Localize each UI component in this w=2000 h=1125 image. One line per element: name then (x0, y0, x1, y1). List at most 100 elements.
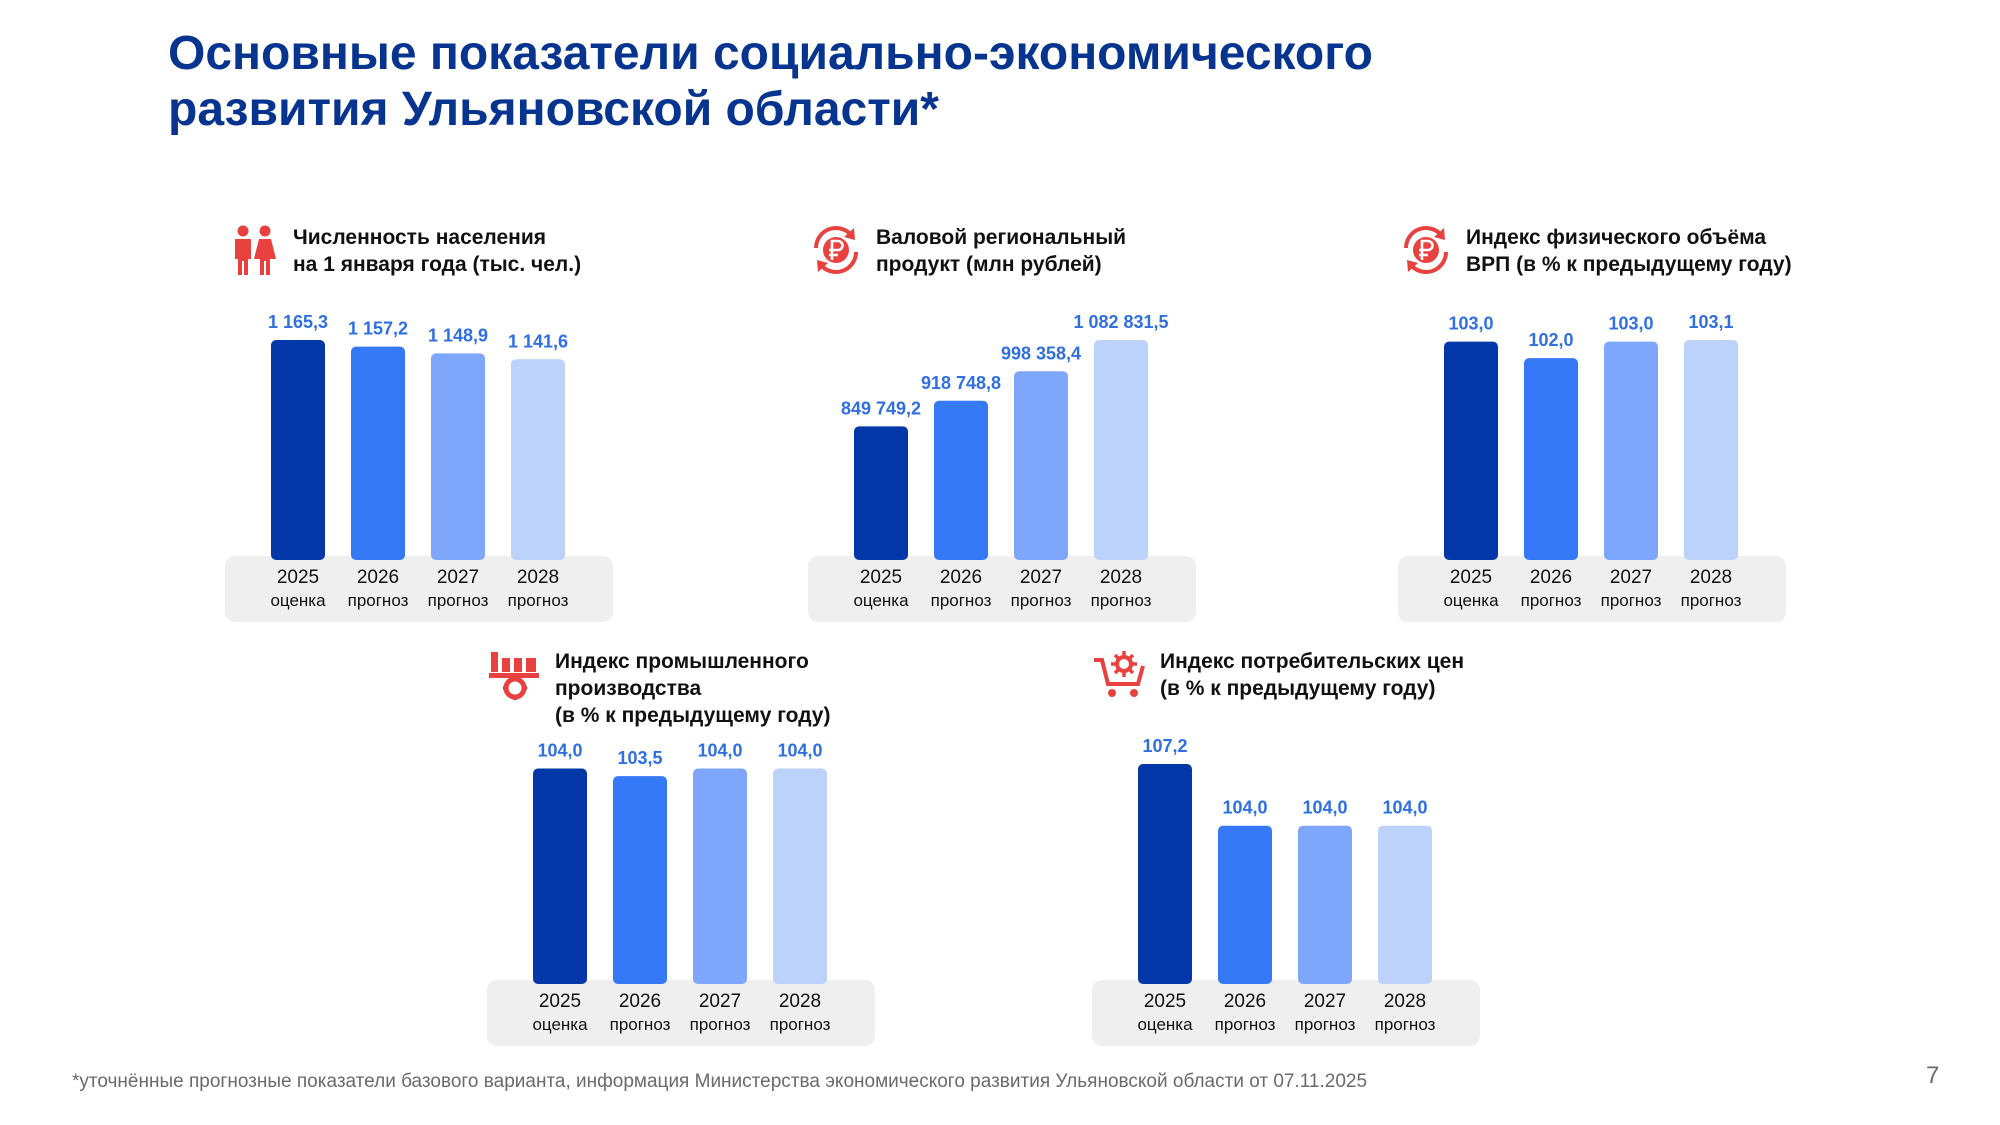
tick-label-year: 2027 (1610, 567, 1652, 588)
tick-label-status: оценка (1137, 1015, 1193, 1034)
tick-label-status: прогноз (1091, 591, 1152, 610)
data-label: 104,0 (1222, 798, 1267, 818)
bar-2025 (1138, 764, 1192, 984)
panel-title: Индекс потребительских цен (в % к предыд… (1160, 648, 1600, 702)
tick-label-status: прогноз (428, 591, 489, 610)
bar-2026 (613, 776, 667, 984)
bar-2028 (1684, 340, 1738, 560)
tick-label-status: прогноз (1295, 1015, 1356, 1034)
data-label: 102,0 (1528, 330, 1573, 350)
page-title-line-2: развития Ульяновской области* (168, 83, 939, 136)
tick-label-status: прогноз (690, 1015, 751, 1034)
data-label: 103,0 (1608, 314, 1653, 334)
data-label: 103,0 (1448, 314, 1493, 334)
chart-panel-grp: Валовой региональный продукт (млн рублей… (808, 224, 1228, 674)
tick-label-status: прогноз (508, 591, 569, 610)
tick-label-year: 2028 (1100, 567, 1142, 588)
chart-panel-industry-index: Индекс промышленного производства (в % к… (487, 648, 907, 1098)
ruble-cycle-icon (1398, 222, 1454, 278)
tick-label-year: 2025 (1450, 567, 1492, 588)
data-label: 107,2 (1142, 736, 1187, 756)
tick-label-year: 2028 (1384, 991, 1426, 1012)
cart-gear-icon (1092, 646, 1148, 702)
data-label: 1 165,3 (268, 312, 328, 332)
bar-2028 (511, 359, 565, 560)
axis-background (225, 556, 613, 622)
tick-label-year: 2025 (1144, 991, 1186, 1012)
bar-2027 (693, 768, 747, 984)
chart-panel-population: Численность населения на 1 января года (… (225, 224, 645, 674)
ruble-cycle-icon (808, 222, 864, 278)
people-icon (225, 222, 281, 278)
panel-title: Индекс физического объёма ВРП (в % к пре… (1466, 224, 1906, 278)
tick-label-year: 2026 (619, 991, 661, 1012)
data-label: 103,5 (617, 748, 662, 768)
panel-title-line: продукт (млн рублей) (876, 253, 1102, 276)
tick-label-year: 2026 (1530, 567, 1572, 588)
bar-2026 (1218, 825, 1272, 984)
bar-2026 (351, 346, 405, 560)
data-label: 1 157,2 (348, 319, 408, 339)
data-label: 104,0 (777, 741, 822, 761)
panel-title-line: на 1 января года (тыс. чел.) (293, 253, 582, 276)
bar-2025 (854, 426, 908, 560)
bar-2025 (271, 340, 325, 560)
bar-2027 (1298, 825, 1352, 984)
tick-label-year: 2028 (779, 991, 821, 1012)
tick-label-status: оценка (270, 591, 326, 610)
panel-title-line: Индекс потребительских цен (1160, 650, 1465, 673)
panel-title: Валовой региональный продукт (млн рублей… (876, 224, 1316, 278)
factory-gear-icon (487, 646, 543, 702)
tick-label-status: прогноз (348, 591, 409, 610)
panel-title-line: Индекс физического объёма (1466, 226, 1767, 249)
bar-chart: 849 749,2 2025 оценка 918 748,8 2026 прогноз 9… (841, 312, 1169, 610)
tick-label-year: 2027 (699, 991, 741, 1012)
axis-background (1092, 980, 1480, 1046)
tick-label-year: 2025 (860, 567, 902, 588)
tick-label-status: оценка (853, 591, 909, 610)
tick-label-status: прогноз (1215, 1015, 1276, 1034)
page-number: 7 (1926, 1062, 1940, 1089)
tick-label-year: 2025 (539, 991, 581, 1012)
tick-label-year: 2025 (277, 567, 319, 588)
data-label: 849 749,2 (841, 398, 921, 418)
panel-title-line: Индекс промышленного (555, 650, 809, 673)
axis-background (808, 556, 1196, 622)
panel-title-line: производства (555, 677, 702, 700)
tick-label-status: прогноз (770, 1015, 831, 1034)
bar-chart: 103,0 2025 оценка 102,0 2026 прогноз 103,0 2027… (1443, 312, 1742, 610)
bar-2027 (1604, 341, 1658, 560)
footnote: *уточнённые прогнозные показатели базово… (72, 1071, 1368, 1092)
axis-background (487, 980, 875, 1046)
tick-label-status: прогноз (1375, 1015, 1436, 1034)
panel-title-line: Численность населения (293, 226, 547, 249)
tick-label-status: оценка (1443, 591, 1499, 610)
bar-chart: 104,0 2025 оценка 103,5 2026 прогноз 104,0 2027… (532, 741, 831, 1034)
bar-chart: 1 165,3 2025 оценка 1 157,2 2026 прогноз 1 148… (268, 312, 569, 610)
chart-panel-cpi: Индекс потребительских цен (в % к предыд… (1092, 648, 1512, 1098)
tick-label-status: прогноз (1681, 591, 1742, 610)
tick-label-year: 2027 (1304, 991, 1346, 1012)
data-label: 104,0 (1302, 798, 1347, 818)
bar-2028 (1378, 825, 1432, 984)
tick-label-status: прогноз (931, 591, 992, 610)
panel-title: Численность населения на 1 января года (… (293, 224, 733, 278)
tick-label-status: прогноз (1521, 591, 1582, 610)
bar-2025 (1444, 341, 1498, 560)
tick-label-status: оценка (532, 1015, 588, 1034)
tick-label-year: 2028 (517, 567, 559, 588)
panel-title-line: Валовой региональный (876, 226, 1127, 249)
data-label: 1 141,6 (508, 331, 568, 351)
bar-2028 (773, 768, 827, 984)
data-label: 1 148,9 (428, 325, 488, 345)
tick-label-status: прогноз (610, 1015, 671, 1034)
tick-label-status: прогноз (1601, 591, 1662, 610)
tick-label-status: прогноз (1011, 591, 1072, 610)
panel-title-line: ВРП (в % к предыдущему году) (1466, 253, 1792, 276)
bar-2027 (1014, 371, 1068, 560)
bar-2028 (1094, 340, 1148, 560)
bar-2026 (1524, 358, 1578, 560)
chart-panel-grp-index: Индекс физического объёма ВРП (в % к пре… (1398, 224, 1878, 674)
data-label: 918 748,8 (921, 373, 1001, 393)
tick-label-year: 2027 (1020, 567, 1062, 588)
